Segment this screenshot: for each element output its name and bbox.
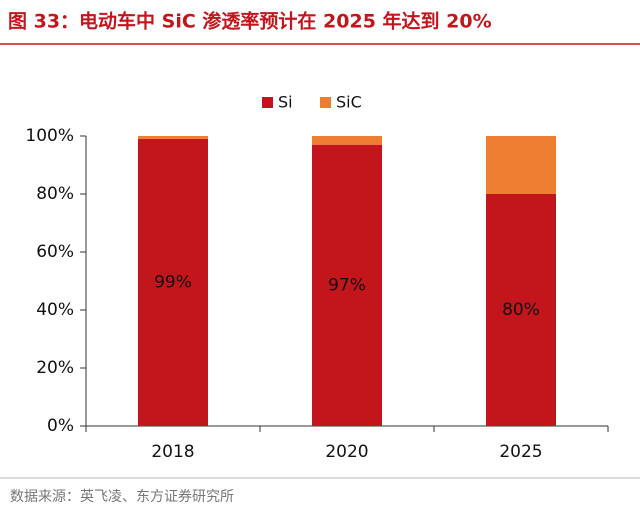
y-tick-label: 20% <box>36 358 74 378</box>
legend-swatch <box>262 97 273 108</box>
x-tick-label: 2020 <box>325 442 368 462</box>
y-tick-label: 100% <box>25 126 74 146</box>
data-label: 97% <box>328 275 366 295</box>
bar-segment <box>138 136 208 139</box>
legend-label: SiC <box>336 93 362 112</box>
x-tick-label: 2018 <box>151 442 194 462</box>
y-tick-label: 40% <box>36 300 74 320</box>
y-tick-label: 60% <box>36 242 74 262</box>
bar-segment <box>312 144 382 426</box>
y-tick-label: 0% <box>47 416 74 436</box>
y-tick-label: 80% <box>36 184 74 204</box>
data-label: 99% <box>154 272 192 292</box>
x-tick-label: 2025 <box>499 442 542 462</box>
legend-label: Si <box>278 93 293 112</box>
bar-segment <box>486 136 556 194</box>
figure-title: 图 33：电动车中 SiC 渗透率预计在 2025 年达到 20% <box>8 10 492 33</box>
legend-swatch <box>320 97 331 108</box>
source: 数据来源：英飞凌、东方证券研究所 <box>10 488 234 505</box>
bar-segment <box>138 138 208 426</box>
bar-segment <box>486 194 556 426</box>
bar-segment <box>312 136 382 145</box>
data-label: 80% <box>502 300 540 320</box>
